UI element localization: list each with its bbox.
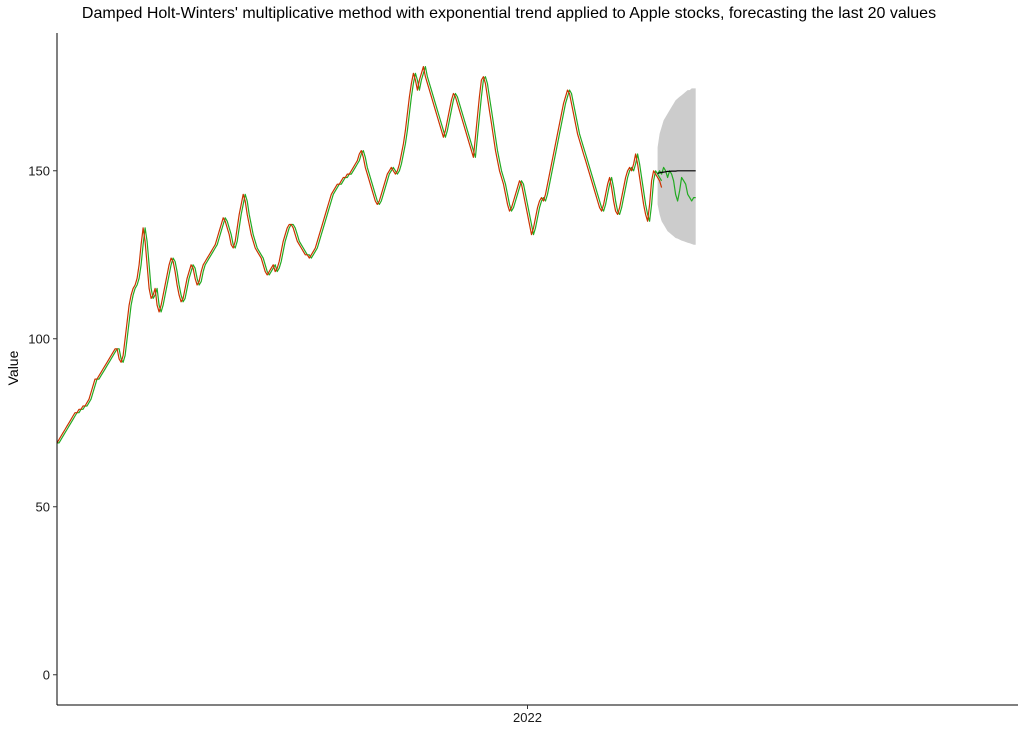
prediction-interval-layer — [657, 88, 696, 245]
series-line-fitted — [57, 65, 663, 444]
y-axis-title: Value — [5, 350, 21, 385]
prediction-interval-band — [657, 88, 696, 245]
series-line-forecast — [657, 170, 696, 174]
series-line-test-actual — [657, 166, 696, 202]
y-tick-label: 100 — [28, 331, 50, 346]
x-tick-label: 2022 — [513, 710, 542, 725]
y-tick-label: 150 — [28, 163, 50, 178]
ticks-layer: 0 50 100 150 2022 — [28, 163, 542, 725]
chart-title: Damped Holt-Winters' multiplicative meth… — [81, 5, 937, 22]
axes-layer — [56, 33, 1018, 706]
series-line-actual — [56, 65, 663, 444]
y-tick-label: 0 — [43, 667, 50, 682]
y-tick-label: 50 — [36, 499, 50, 514]
series-layer — [56, 65, 696, 444]
